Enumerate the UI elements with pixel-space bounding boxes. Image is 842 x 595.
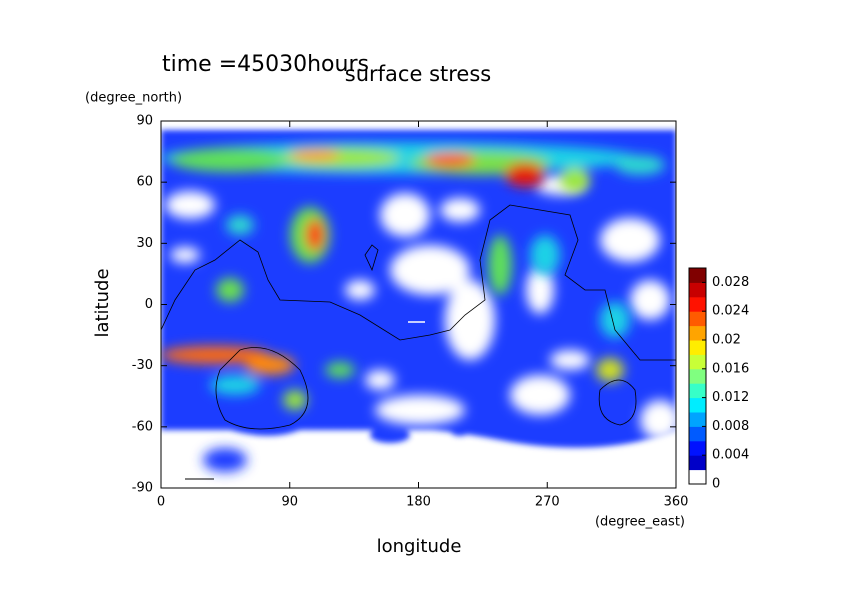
y-tick-label: 30 [136,236,153,251]
colorbar-tick-label: 0.008 [712,419,749,434]
colorbar-band [689,383,706,399]
y-tick-label: 60 [136,175,153,190]
y-tick-label: -60 [132,419,153,434]
colorbar-band [689,282,706,298]
x-tick-label: 90 [281,495,298,510]
colorbar-tick-label: 0.016 [712,361,749,376]
y-tick-label: -90 [132,481,153,496]
colorbar-tick-label: 0 [712,477,720,492]
colorbar-band [689,440,706,456]
colorbar-band [689,426,706,442]
y-tick-label: 90 [136,114,153,129]
colorbar-band [689,455,706,471]
colorbar-tick-label: 0.024 [712,304,749,319]
colorbar-tick-label: 0.004 [712,448,749,463]
colorbar-band [689,397,706,413]
x-tick-label: 180 [406,495,431,510]
y-tick-label: 0 [145,297,153,312]
colorbar-band [689,311,706,327]
y-tick-label: -30 [132,358,153,373]
colorbar-band [689,268,706,283]
colorbar-band [689,340,706,355]
y-unit: (degree_north) [85,91,182,106]
colorbar-tick-label: 0.012 [712,390,749,405]
colorbar-band [689,412,706,427]
colorbar-band [689,469,706,485]
colorbar-tick-label: 0.028 [712,275,749,290]
time-label: time =45030hours [162,52,369,77]
x-axis-label: longitude [377,536,462,557]
colorbar-tick-label: 0.02 [712,333,741,348]
contour-field [161,130,676,488]
y-axis-label: latitude [92,268,113,337]
x-tick-label: 360 [664,495,689,510]
x-unit: (degree_east) [595,515,685,530]
colorbar-band [689,325,706,341]
x-tick-label: 0 [157,495,165,510]
chart-title: surface stress [345,62,491,86]
x-tick-label: 270 [535,495,560,510]
colorbar-band [689,368,706,384]
colorbar-frame [688,267,707,485]
colorbar-band [689,354,706,370]
colorbar-band [689,296,706,312]
